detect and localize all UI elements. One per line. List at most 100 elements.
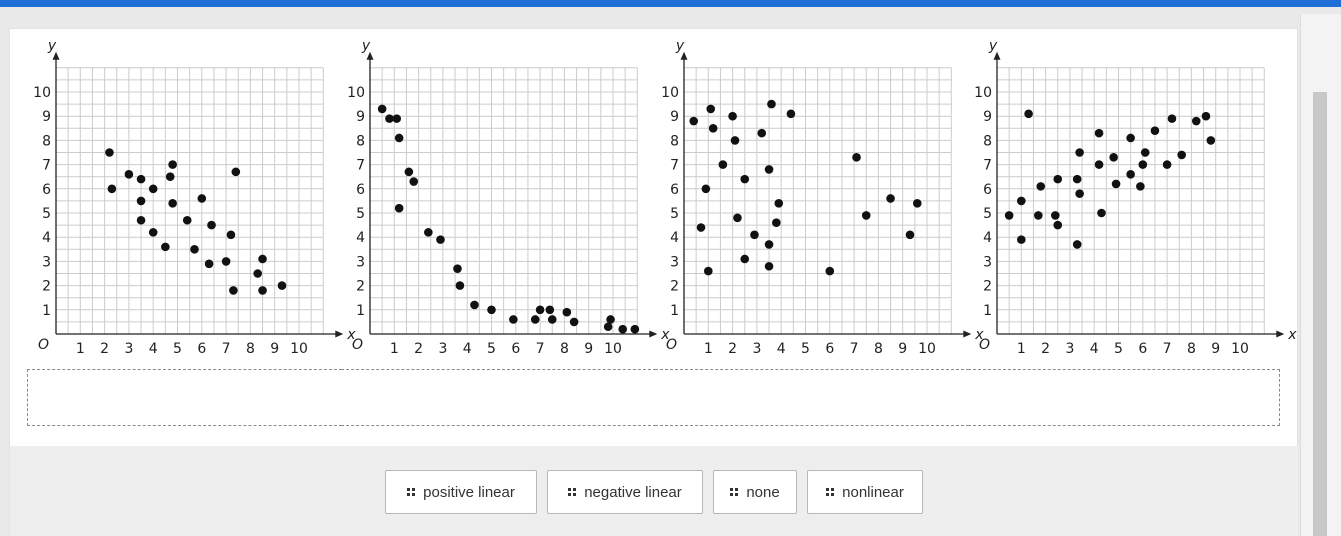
data-point xyxy=(385,114,394,123)
data-point xyxy=(253,269,262,278)
chip-none[interactable]: none xyxy=(713,470,797,514)
x-tick-label: 9 xyxy=(1211,341,1220,357)
x-axis-label: x xyxy=(1287,327,1297,343)
data-point xyxy=(207,220,216,230)
data-point xyxy=(204,259,214,269)
data-point xyxy=(689,116,699,126)
data-point xyxy=(168,199,177,208)
y-tick-label: 4 xyxy=(670,230,679,246)
gridlines xyxy=(56,67,324,334)
x-tick-label: 1 xyxy=(76,341,85,357)
y-tick-label: 10 xyxy=(33,85,51,101)
data-point xyxy=(182,215,192,225)
data-point xyxy=(1206,136,1216,145)
drop-zone-4[interactable] xyxy=(968,369,1280,426)
data-point xyxy=(136,215,146,225)
data-point xyxy=(1036,182,1046,191)
drop-zone-1[interactable] xyxy=(27,369,342,426)
data-point xyxy=(277,281,287,290)
data-point xyxy=(1111,179,1121,189)
data-point xyxy=(750,230,759,240)
chip-nonlinear[interactable]: nonlinear xyxy=(807,470,923,514)
data-point xyxy=(1072,174,1082,184)
y-tick-label: 6 xyxy=(670,182,679,198)
data-point xyxy=(124,169,134,179)
y-axis-label: y xyxy=(47,38,57,54)
data-point xyxy=(562,307,572,317)
data-point xyxy=(535,305,545,315)
drag-handle-icon xyxy=(730,488,739,496)
y-axis-label: y xyxy=(988,38,998,54)
data-point xyxy=(409,177,419,186)
data-point xyxy=(706,104,716,114)
data-point xyxy=(161,242,170,252)
x-tick-label: 9 xyxy=(270,341,279,357)
data-point xyxy=(618,324,628,334)
drag-handle-icon xyxy=(568,488,577,496)
y-tick-label: 2 xyxy=(670,279,679,295)
data-point xyxy=(764,261,774,271)
data-point xyxy=(136,174,146,184)
data-point xyxy=(547,315,557,324)
data-point xyxy=(701,184,711,194)
x-tick-label: 6 xyxy=(825,341,834,357)
data-points xyxy=(377,104,640,334)
x-axis-label: x xyxy=(346,327,356,343)
y-tick-label: 5 xyxy=(42,206,51,222)
data-point xyxy=(404,167,414,177)
x-tick-label: 3 xyxy=(752,341,761,357)
chip-positive-linear[interactable]: positive linear xyxy=(385,470,537,514)
y-tick-label: 2 xyxy=(356,279,365,295)
data-point xyxy=(1094,128,1104,138)
data-point xyxy=(905,230,915,240)
y-tick-label: 8 xyxy=(670,133,679,149)
y-tick-label: 3 xyxy=(42,254,51,270)
data-point xyxy=(1017,235,1026,244)
data-point xyxy=(764,165,774,174)
y-tick-label: 9 xyxy=(356,109,365,125)
y-tick-label: 7 xyxy=(356,158,365,174)
data-point xyxy=(148,228,158,237)
x-tick-label: 10 xyxy=(1231,341,1249,357)
y-tick-label: 6 xyxy=(356,182,365,198)
data-point xyxy=(1191,116,1201,126)
scrollbar-thumb[interactable] xyxy=(1313,92,1327,536)
data-point xyxy=(1167,114,1177,123)
origin-label: O xyxy=(352,337,363,353)
data-point xyxy=(1138,160,1148,169)
gridlines xyxy=(370,67,638,334)
y-tick-label: 5 xyxy=(356,206,365,222)
x-tick-label: 1 xyxy=(704,341,713,357)
data-point xyxy=(168,160,177,169)
chip-negative-linear[interactable]: negative linear xyxy=(547,470,703,514)
drop-zone-2[interactable] xyxy=(341,369,656,426)
y-tick-label: 7 xyxy=(42,158,51,174)
y-tick-label: 9 xyxy=(670,109,679,125)
data-point xyxy=(392,114,402,123)
x-tick-label: 7 xyxy=(536,341,545,357)
data-point xyxy=(1126,169,1135,179)
y-tick-label: 4 xyxy=(42,230,51,246)
x-tick-label: 1 xyxy=(1017,341,1026,357)
data-point xyxy=(767,99,776,109)
data-point xyxy=(718,160,728,169)
top-accent-bar xyxy=(0,0,1341,7)
data-point xyxy=(1140,148,1150,157)
drop-zone-3[interactable] xyxy=(655,369,969,426)
x-tick-label: 4 xyxy=(777,341,786,357)
data-point xyxy=(861,211,871,220)
data-point xyxy=(1177,150,1186,160)
data-point xyxy=(1024,109,1033,119)
data-point xyxy=(1053,220,1063,230)
y-tick-label: 4 xyxy=(356,230,365,246)
x-tick-label: 7 xyxy=(850,341,859,357)
x-tick-label: 2 xyxy=(1041,341,1050,357)
y-tick-label: 7 xyxy=(983,158,992,174)
data-point xyxy=(740,174,750,184)
data-point xyxy=(1201,111,1211,121)
y-tick-label: 6 xyxy=(42,182,51,198)
x-tick-label: 8 xyxy=(560,341,569,357)
y-axis-label: y xyxy=(675,38,685,54)
